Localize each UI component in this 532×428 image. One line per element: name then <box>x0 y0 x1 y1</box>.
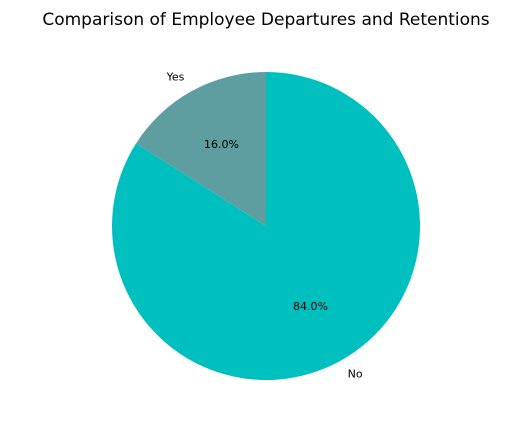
pie-slice-no <box>111 72 420 380</box>
pie-slices <box>111 72 420 380</box>
pie-labels: Yes 16.0% No 84.0% <box>166 71 363 381</box>
slice-percent-yes: 16.0% <box>204 138 239 151</box>
chart-title: Comparison of Employee Departures and Re… <box>42 10 489 30</box>
slice-percent-no: 84.0% <box>293 300 328 313</box>
slice-label-yes: Yes <box>166 71 185 84</box>
slice-label-no: No <box>348 367 363 380</box>
pie-slice-yes <box>135 72 266 226</box>
